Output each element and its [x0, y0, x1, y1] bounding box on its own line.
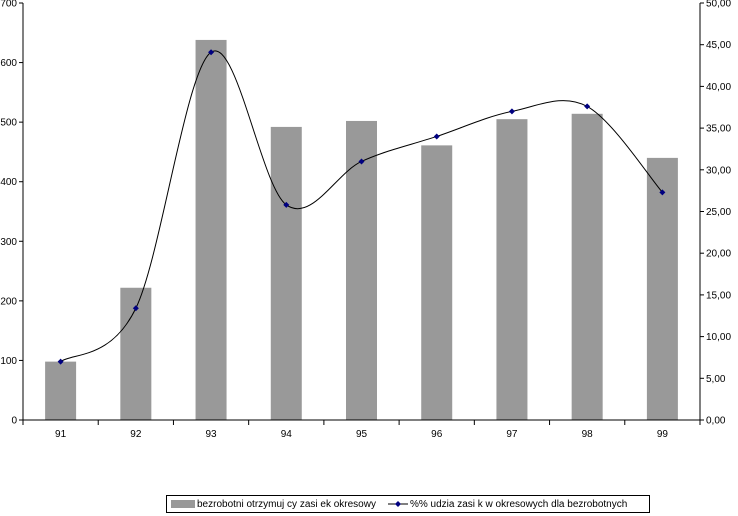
y-right-tick-label: 30,00 — [706, 165, 731, 176]
legend-line-swatch — [387, 500, 408, 508]
y-left-tick-label: 0 — [11, 416, 17, 427]
line-point-96 — [433, 133, 440, 140]
bar-93 — [195, 39, 227, 420]
y-left-tick-label: 100 — [0, 356, 17, 367]
line-point-99 — [659, 189, 666, 196]
legend-item-line: %% udzia zasi k w okresowych dla bezrobo… — [376, 499, 627, 510]
y-right-tick-label: 35,00 — [706, 124, 731, 135]
y-right-tick-label: 40,00 — [706, 82, 731, 93]
x-tick-label-92: 92 — [130, 429, 142, 440]
bar-96 — [421, 145, 453, 420]
y-right-tick-label: 10,00 — [706, 332, 731, 343]
legend: bezrobotni otrzymuj cy zasi ek okresowy … — [166, 495, 650, 513]
x-tick-label-99: 99 — [657, 429, 669, 440]
combo-chart: 0 100 200 300 400 500 600 700 0,00 5,00 10,00 15,00… — [0, 0, 731, 440]
line-point-95 — [358, 158, 365, 165]
y-left-tick-label: 400 — [0, 177, 17, 188]
line-point-91 — [57, 358, 64, 365]
x-tick-label-91: 91 — [55, 429, 67, 440]
x-tick-label-94: 94 — [281, 429, 293, 440]
x-tick-label-96: 96 — [431, 429, 443, 440]
line-point-98 — [584, 103, 591, 110]
line-point-94 — [283, 201, 290, 208]
y-left-tick-label: 200 — [0, 296, 17, 307]
line-series — [60, 50, 663, 363]
y-right-tick-label: 25,00 — [706, 207, 731, 218]
y-left-tick-label: 600 — [0, 58, 17, 69]
legend-item-bars: bezrobotni otrzymuj cy zasi ek okresowy — [167, 499, 376, 510]
line-point-92 — [132, 305, 139, 312]
line-point-97 — [508, 108, 515, 115]
x-tick-label-97: 97 — [506, 429, 518, 440]
line-point-93 — [208, 49, 215, 56]
y-right-tick-label: 0,00 — [706, 416, 726, 427]
y-right-tick-label: 20,00 — [706, 249, 731, 260]
legend-label-bars: bezrobotni otrzymuj cy zasi ek okresowy — [197, 498, 376, 510]
legend-label-line: %% udzia zasi k w okresowych dla bezrobo… — [409, 498, 628, 510]
bar-97 — [496, 119, 528, 421]
y-right-tick-label: 15,00 — [706, 290, 731, 301]
bar-95 — [346, 120, 377, 421]
bar-91 — [45, 361, 77, 420]
y-right-tick-label: 5,00 — [706, 374, 726, 385]
x-tick-label-95: 95 — [356, 429, 368, 440]
legend-bar-swatch — [171, 500, 195, 508]
bar-94 — [270, 126, 302, 420]
y-left-tick-label: 500 — [0, 118, 17, 129]
y-right-tick-label: 50,00 — [706, 0, 731, 10]
bar-98 — [571, 113, 603, 420]
y-right-tick-label: 45,00 — [706, 40, 731, 51]
bar-99 — [646, 157, 678, 420]
y-left-tick-label: 700 — [0, 0, 17, 10]
x-tick-label-98: 98 — [582, 429, 594, 440]
x-tick-label-93: 93 — [205, 429, 217, 440]
y-left-tick-label: 300 — [0, 237, 17, 248]
